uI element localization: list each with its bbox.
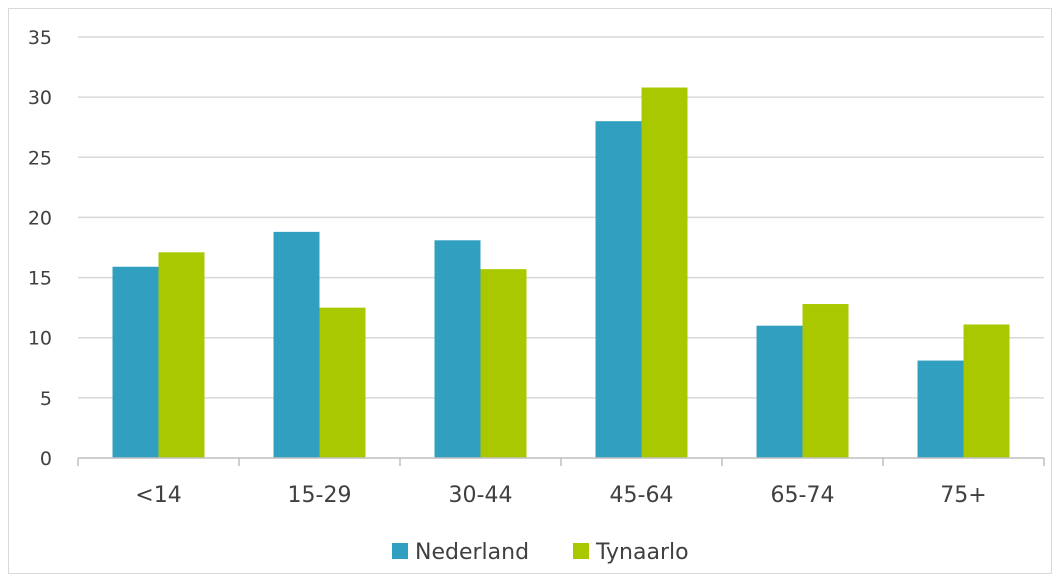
y-tick-label: 35 [28, 27, 52, 49]
x-tick-label: <14 [135, 483, 181, 508]
x-tick-label: 15-29 [288, 483, 352, 508]
legend: Nederland Tynaarlo [392, 540, 689, 565]
bar-tynaarlo-2 [480, 269, 527, 458]
y-tick-label: 25 [28, 147, 52, 169]
x-tick-label: 30-44 [449, 483, 513, 508]
bar-tynaarlo-4 [802, 304, 849, 458]
bar-nederland-0 [112, 266, 159, 458]
bars [112, 87, 1010, 459]
bar-nederland-4 [756, 325, 803, 458]
bar-tynaarlo-0 [158, 252, 205, 458]
x-axis: <14 15-29 30-44 45-64 65-74 75+ [77, 457, 1045, 508]
y-tick-label: 0 [40, 448, 52, 470]
bar-tynaarlo-1 [319, 307, 366, 458]
bar-nederland-1 [273, 231, 320, 458]
bar-nederland-3 [595, 121, 642, 458]
y-axis-ticks: 0 5 10 15 20 25 30 35 [28, 27, 52, 470]
y-tick-label: 10 [28, 328, 52, 350]
y-tick-label: 30 [28, 87, 52, 109]
legend-label-tynaarlo: Tynaarlo [595, 540, 689, 565]
gridlines [78, 36, 1044, 399]
bar-tynaarlo-3 [641, 87, 688, 459]
x-tick-label: 65-74 [771, 483, 835, 508]
x-tick-label: 75+ [940, 483, 986, 508]
bar-nederland-5 [917, 360, 964, 458]
legend-swatch-nederland [392, 543, 408, 559]
y-tick-label: 15 [28, 268, 52, 290]
y-tick-label: 20 [28, 207, 52, 229]
legend-label-nederland: Nederland [415, 540, 529, 565]
x-tick-label: 45-64 [610, 483, 674, 508]
y-tick-label: 5 [40, 388, 52, 410]
bar-nederland-2 [434, 240, 481, 458]
legend-swatch-tynaarlo [573, 543, 589, 559]
bar-tynaarlo-5 [963, 324, 1010, 458]
